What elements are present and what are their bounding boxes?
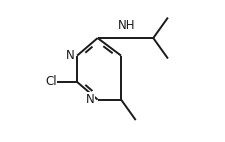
Text: NH: NH — [118, 19, 135, 32]
Text: Cl: Cl — [45, 76, 56, 88]
Text: N: N — [86, 93, 94, 106]
Text: N: N — [65, 49, 74, 62]
